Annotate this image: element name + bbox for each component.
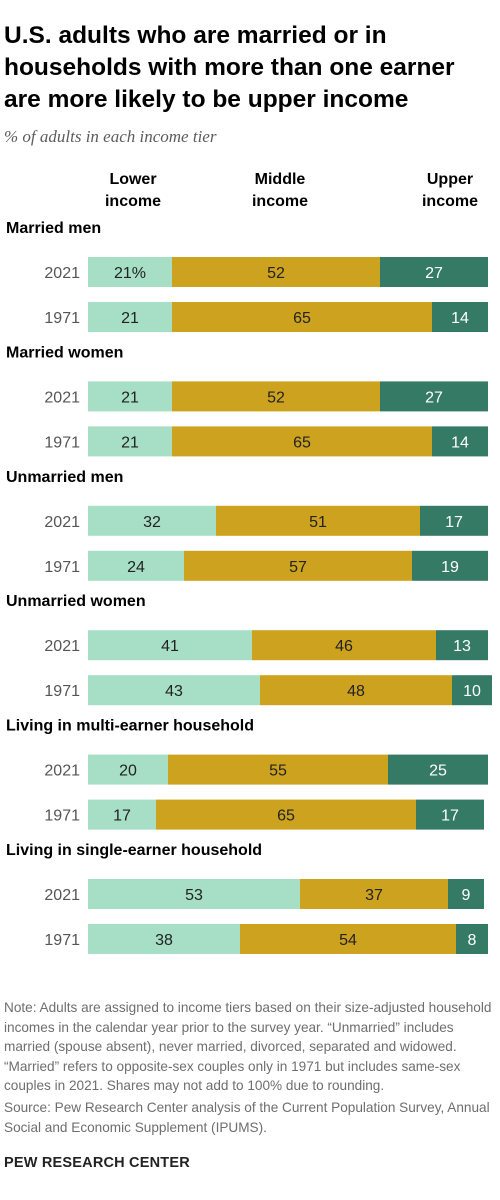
data-label: 10 [463, 683, 481, 700]
data-label: 8 [468, 932, 477, 949]
data-label: 55 [269, 763, 287, 780]
bar-segment [172, 302, 432, 332]
year-label: 2021 [44, 887, 80, 904]
data-label: 52 [267, 389, 285, 406]
data-label: 20 [119, 763, 137, 780]
bar-segment [216, 505, 420, 536]
data-label: 65 [293, 434, 311, 451]
legend-label-lower-income: Lower income [104, 171, 161, 210]
year-label: 2021 [44, 265, 80, 282]
data-label: 17 [441, 808, 459, 825]
data-label: 21 [121, 310, 139, 327]
bar-segment [432, 426, 488, 457]
year-label: 1971 [44, 310, 80, 327]
bar-segment [300, 879, 448, 909]
bar-segment [88, 675, 260, 706]
bar-segment [388, 754, 488, 785]
bar-segment [432, 302, 488, 332]
data-label: 48 [347, 683, 365, 700]
bar-segment [88, 630, 252, 661]
year-label: 1971 [44, 808, 80, 825]
bar-segment [168, 754, 388, 785]
data-label: 21 [121, 389, 139, 406]
bar-segment [184, 550, 412, 581]
group-label: Unmarried men [6, 469, 123, 486]
data-label: 53 [185, 887, 203, 904]
group-label: Unmarried women [6, 593, 146, 610]
year-label: 1971 [44, 683, 80, 700]
year-label: 1971 [44, 932, 80, 949]
bar-segment [88, 257, 172, 287]
data-label: 27 [425, 389, 443, 406]
bar-segment [452, 675, 492, 706]
data-label: 43 [165, 683, 183, 700]
bar-segment [88, 426, 172, 457]
chart-title: U.S. adults who are married or in househ… [4, 22, 455, 113]
data-label: 27 [425, 265, 443, 282]
data-label: 41 [161, 638, 179, 655]
bar-segment [412, 550, 488, 581]
bar-segment [172, 426, 432, 457]
data-label: 57 [289, 559, 307, 576]
data-label: 52 [267, 265, 285, 282]
bar-segment [172, 381, 380, 412]
data-label: 14 [451, 310, 469, 327]
data-label: 37 [365, 887, 383, 904]
data-label: 21 [121, 434, 139, 451]
data-label: 65 [277, 808, 295, 825]
bar-segment [88, 381, 172, 412]
group-label: Living in single-earner household [6, 842, 262, 859]
chart-subtitle: % of adults in each income tier [4, 127, 217, 146]
chart-note: Note: Adults are assigned to income tier… [4, 1000, 492, 1094]
data-label: 13 [453, 638, 471, 655]
bar-segment [240, 924, 456, 954]
bar-segment [380, 381, 488, 412]
bar-segment [172, 257, 380, 287]
year-label: 1971 [44, 434, 80, 451]
data-label: 25 [429, 763, 447, 780]
bar-segment [88, 924, 240, 954]
data-label: 17 [445, 514, 463, 531]
group-label: Living in multi-earner household [6, 718, 254, 735]
chart-source: Source: Pew Research Center analysis of … [4, 1100, 490, 1135]
year-label: 2021 [44, 763, 80, 780]
bar-segment [88, 879, 300, 909]
group-label: Married women [6, 344, 123, 361]
data-label: 19 [441, 559, 459, 576]
bar-segment [416, 799, 484, 830]
data-label: 14 [451, 434, 469, 451]
bar-segment [448, 879, 484, 909]
footer-brand: PEW RESEARCH CENTER [4, 1155, 190, 1171]
data-label: 24 [127, 559, 145, 576]
group-label: Married men [6, 220, 101, 237]
year-label: 2021 [44, 514, 80, 531]
data-label: 46 [335, 638, 353, 655]
bar-segment [156, 799, 416, 830]
year-label: 1971 [44, 559, 80, 576]
bar-segment [252, 630, 436, 661]
data-label: 65 [293, 310, 311, 327]
data-label: 17 [113, 808, 131, 825]
bar-segment [88, 505, 216, 536]
data-label: 54 [339, 932, 357, 949]
bar-segment [456, 924, 488, 954]
data-label: 32 [143, 514, 161, 531]
bar-segment [260, 675, 452, 706]
bar-segment [88, 550, 184, 581]
bar-segment [436, 630, 488, 661]
data-label: 38 [155, 932, 173, 949]
bar-segment [88, 799, 156, 830]
year-label: 2021 [44, 638, 80, 655]
legend-label-upper-income: Upper income [421, 171, 478, 210]
data-label: 51 [309, 514, 327, 531]
year-label: 2021 [44, 389, 80, 406]
data-label: 9 [462, 887, 471, 904]
data-label: 21% [114, 265, 146, 282]
bar-segment [88, 754, 168, 785]
bar-segment [88, 302, 172, 332]
legend-label-middle-income: Middle income [251, 171, 308, 210]
bar-segment [420, 505, 488, 536]
bar-segment [380, 257, 488, 287]
